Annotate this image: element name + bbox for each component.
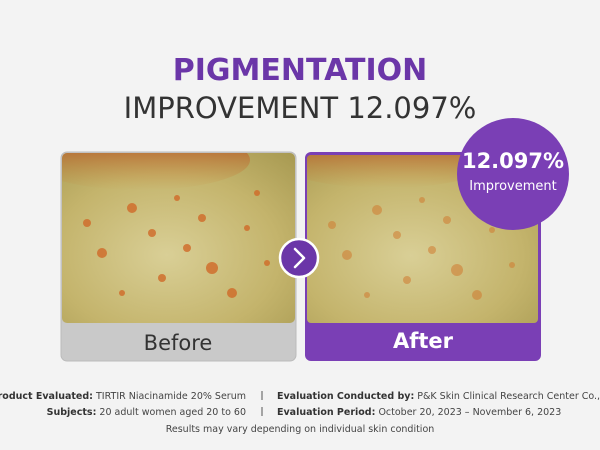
before-label: Before (144, 331, 213, 355)
after-label: After (393, 329, 454, 353)
footer-item: Evaluation Period: October 20, 2023 – No… (277, 407, 561, 418)
footer-item: Evaluation Conducted by: P&K Skin Clinic… (277, 391, 600, 402)
footer-item: Product Evaluated: TIRTIR Niacinamide 20… (0, 391, 246, 402)
title: PIGMENTATION (173, 53, 428, 88)
footer-note: Results may vary depending on individual… (166, 424, 435, 435)
arrow-circle (278, 237, 320, 279)
arrow-icon (293, 247, 306, 269)
badge (457, 118, 569, 230)
badge-label: Improvement (469, 179, 556, 194)
footer-item: Subjects: 20 adult women aged 20 to 60 (47, 407, 246, 418)
subtitle: IMPROVEMENT 12.097% (124, 91, 477, 125)
badge-value: 12.097% (462, 149, 564, 173)
before-image (62, 153, 295, 323)
